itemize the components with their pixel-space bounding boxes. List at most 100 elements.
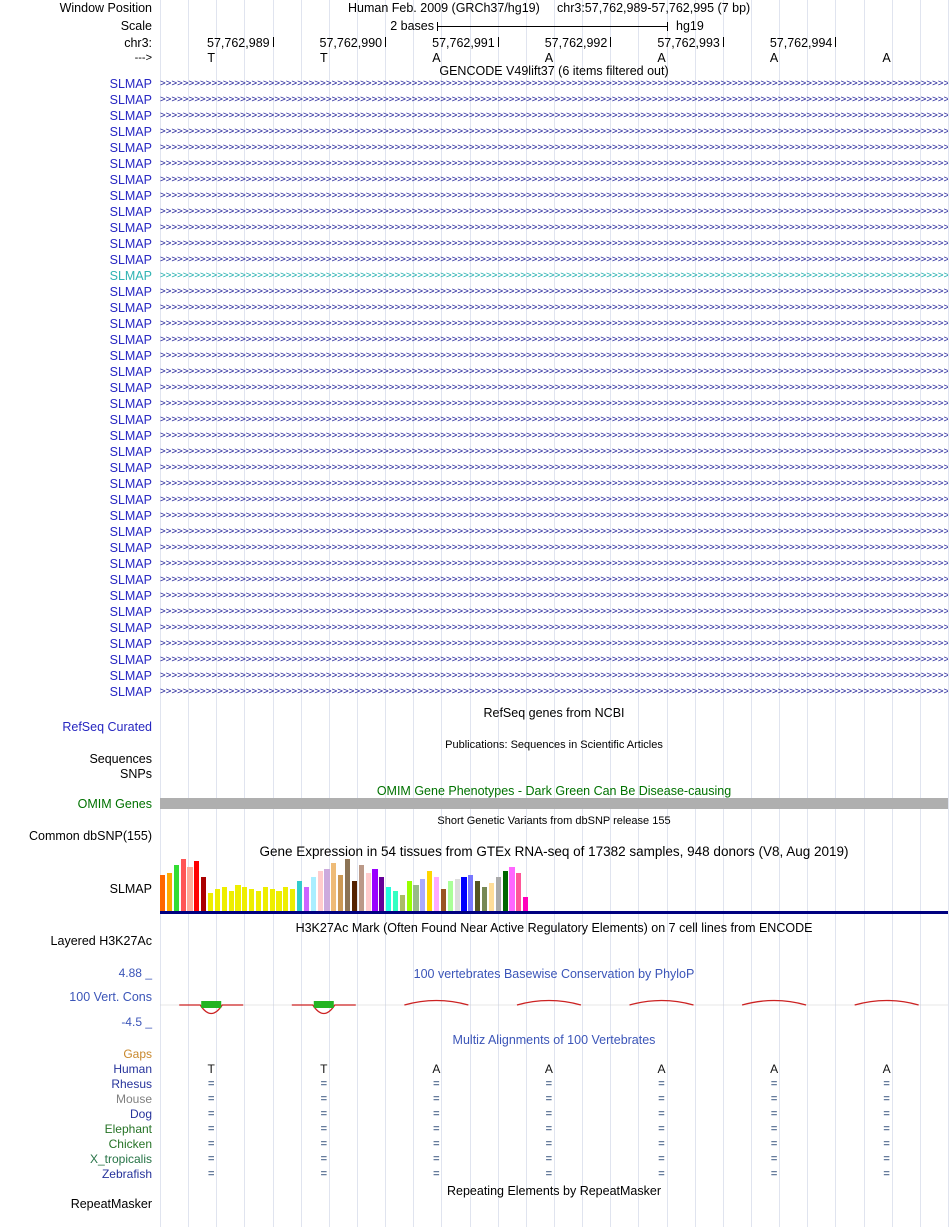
transcript-arrows[interactable]: >>>>>>>>>>>>>>>>>>>>>>>>>>>>>>>>>>>>>>>>… — [160, 446, 948, 457]
gencode-transcript-row[interactable]: SLMAP >>>>>>>>>>>>>>>>>>>>>>>>>>>>>>>>>>>… — [0, 220, 950, 236]
transcript-arrows[interactable]: >>>>>>>>>>>>>>>>>>>>>>>>>>>>>>>>>>>>>>>>… — [160, 558, 948, 569]
gencode-transcript-row[interactable]: SLMAP >>>>>>>>>>>>>>>>>>>>>>>>>>>>>>>>>>>… — [0, 156, 950, 172]
gtex-bar[interactable] — [297, 881, 303, 911]
transcript-arrows[interactable]: >>>>>>>>>>>>>>>>>>>>>>>>>>>>>>>>>>>>>>>>… — [160, 350, 948, 361]
alignment-row-chicken[interactable]: Chicken = = = = = = = — [0, 1137, 950, 1152]
gencode-transcript-row[interactable]: SLMAP >>>>>>>>>>>>>>>>>>>>>>>>>>>>>>>>>>>… — [0, 604, 950, 620]
gencode-transcript-row[interactable]: SLMAP >>>>>>>>>>>>>>>>>>>>>>>>>>>>>>>>>>>… — [0, 76, 950, 92]
gencode-transcript-row[interactable]: SLMAP >>>>>>>>>>>>>>>>>>>>>>>>>>>>>>>>>>>… — [0, 428, 950, 444]
transcript-arrows[interactable]: >>>>>>>>>>>>>>>>>>>>>>>>>>>>>>>>>>>>>>>>… — [160, 286, 948, 297]
gencode-transcript-row[interactable]: SLMAP >>>>>>>>>>>>>>>>>>>>>>>>>>>>>>>>>>>… — [0, 380, 950, 396]
transcript-arrows[interactable]: >>>>>>>>>>>>>>>>>>>>>>>>>>>>>>>>>>>>>>>>… — [160, 334, 948, 345]
transcript-arrows[interactable]: >>>>>>>>>>>>>>>>>>>>>>>>>>>>>>>>>>>>>>>>… — [160, 94, 948, 105]
phylop-track-title[interactable]: 100 vertebrates Basewise Conservation by… — [413, 967, 695, 981]
gencode-transcript-row[interactable]: SLMAP >>>>>>>>>>>>>>>>>>>>>>>>>>>>>>>>>>>… — [0, 300, 950, 316]
gencode-transcript-row[interactable]: SLMAP >>>>>>>>>>>>>>>>>>>>>>>>>>>>>>>>>>>… — [0, 236, 950, 252]
gencode-transcript-row[interactable]: SLMAP >>>>>>>>>>>>>>>>>>>>>>>>>>>>>>>>>>>… — [0, 348, 950, 364]
gencode-transcript-row[interactable]: SLMAP >>>>>>>>>>>>>>>>>>>>>>>>>>>>>>>>>>>… — [0, 268, 950, 284]
refseq-track-title[interactable]: RefSeq genes from NCBI — [483, 706, 625, 720]
gene-label[interactable]: SLMAP — [109, 445, 152, 459]
snps-label[interactable]: SNPs — [120, 767, 152, 781]
gene-label[interactable]: SLMAP — [109, 637, 152, 651]
alignment-row-elephant[interactable]: Elephant = = = = = = = — [0, 1122, 950, 1137]
gene-label[interactable]: SLMAP — [109, 541, 152, 555]
gtex-bar[interactable] — [207, 893, 214, 911]
omim-track-title[interactable]: OMIM Gene Phenotypes - Dark Green Can Be… — [376, 784, 732, 798]
gene-label[interactable]: SLMAP — [109, 381, 152, 395]
transcript-arrows[interactable]: >>>>>>>>>>>>>>>>>>>>>>>>>>>>>>>>>>>>>>>>… — [160, 142, 948, 153]
gencode-transcript-row[interactable]: SLMAP >>>>>>>>>>>>>>>>>>>>>>>>>>>>>>>>>>>… — [0, 684, 950, 700]
transcript-arrows[interactable]: >>>>>>>>>>>>>>>>>>>>>>>>>>>>>>>>>>>>>>>>… — [160, 254, 948, 265]
gtex-bar[interactable] — [221, 887, 227, 911]
gtex-bar[interactable] — [324, 869, 330, 911]
gencode-transcript-row[interactable]: SLMAP >>>>>>>>>>>>>>>>>>>>>>>>>>>>>>>>>>>… — [0, 364, 950, 380]
gencode-transcript-row[interactable]: SLMAP >>>>>>>>>>>>>>>>>>>>>>>>>>>>>>>>>>>… — [0, 204, 950, 220]
gene-label[interactable]: SLMAP — [109, 189, 152, 203]
transcript-arrows[interactable]: >>>>>>>>>>>>>>>>>>>>>>>>>>>>>>>>>>>>>>>>… — [160, 430, 948, 441]
gene-label[interactable]: SLMAP — [109, 605, 152, 619]
gene-label[interactable]: SLMAP — [109, 653, 152, 667]
gene-label[interactable]: SLMAP — [109, 173, 152, 187]
gtex-bar[interactable] — [406, 881, 412, 911]
transcript-arrows[interactable]: >>>>>>>>>>>>>>>>>>>>>>>>>>>>>>>>>>>>>>>>… — [160, 78, 948, 89]
transcript-arrows[interactable]: >>>>>>>>>>>>>>>>>>>>>>>>>>>>>>>>>>>>>>>>… — [160, 462, 948, 473]
gtex-bar[interactable] — [269, 889, 275, 911]
gtex-bar[interactable] — [392, 891, 399, 911]
gtex-bar[interactable] — [386, 887, 392, 911]
gene-label[interactable]: SLMAP — [109, 349, 152, 363]
transcript-arrows[interactable]: >>>>>>>>>>>>>>>>>>>>>>>>>>>>>>>>>>>>>>>>… — [160, 222, 948, 233]
gtex-bar[interactable] — [461, 877, 467, 911]
alignment-row-dog[interactable]: Dog = = = = = = = — [0, 1107, 950, 1122]
gene-label[interactable]: SLMAP — [109, 493, 152, 507]
gencode-transcript-row[interactable]: SLMAP >>>>>>>>>>>>>>>>>>>>>>>>>>>>>>>>>>>… — [0, 492, 950, 508]
gene-label[interactable]: SLMAP — [109, 221, 152, 235]
gtex-bar[interactable] — [516, 873, 522, 911]
transcript-arrows[interactable]: >>>>>>>>>>>>>>>>>>>>>>>>>>>>>>>>>>>>>>>>… — [160, 574, 948, 585]
gencode-transcript-row[interactable]: SLMAP >>>>>>>>>>>>>>>>>>>>>>>>>>>>>>>>>>>… — [0, 668, 950, 684]
gtex-bar[interactable] — [214, 889, 220, 911]
alignment-row-zebrafish[interactable]: Zebrafish = = = = = = = — [0, 1167, 950, 1182]
gtex-bar[interactable] — [201, 877, 207, 911]
gtex-bar[interactable] — [262, 887, 268, 911]
transcript-arrows[interactable]: >>>>>>>>>>>>>>>>>>>>>>>>>>>>>>>>>>>>>>>>… — [160, 302, 948, 313]
transcript-arrows[interactable]: >>>>>>>>>>>>>>>>>>>>>>>>>>>>>>>>>>>>>>>>… — [160, 590, 948, 601]
gtex-bar[interactable] — [379, 877, 385, 911]
gtex-bar[interactable] — [420, 879, 426, 911]
gencode-transcript-row[interactable]: SLMAP >>>>>>>>>>>>>>>>>>>>>>>>>>>>>>>>>>>… — [0, 524, 950, 540]
gene-label[interactable]: SLMAP — [109, 509, 152, 523]
refseq-curated-label[interactable]: RefSeq Curated — [62, 720, 152, 734]
gtex-bar[interactable] — [242, 887, 248, 911]
gene-label[interactable]: SLMAP — [109, 317, 152, 331]
multiz-track-title[interactable]: Multiz Alignments of 100 Vertebrates — [452, 1033, 656, 1047]
gtex-bar[interactable] — [495, 877, 501, 911]
gene-label[interactable]: SLMAP — [109, 141, 152, 155]
gtex-bar[interactable] — [228, 891, 234, 911]
gtex-bar[interactable] — [338, 875, 344, 911]
gtex-bar[interactable] — [249, 889, 255, 911]
repeatmasker-track-label[interactable]: RepeatMasker — [70, 1197, 152, 1211]
gencode-transcript-row[interactable]: SLMAP >>>>>>>>>>>>>>>>>>>>>>>>>>>>>>>>>>>… — [0, 412, 950, 428]
gtex-bar[interactable] — [447, 881, 453, 911]
gencode-track-title[interactable]: GENCODE V49lift37 (6 items filtered out) — [439, 64, 669, 78]
gene-label[interactable]: SLMAP — [109, 557, 152, 571]
gene-label[interactable]: SLMAP — [109, 589, 152, 603]
gtex-bar[interactable] — [488, 883, 494, 911]
gencode-transcript-row[interactable]: SLMAP >>>>>>>>>>>>>>>>>>>>>>>>>>>>>>>>>>>… — [0, 316, 950, 332]
transcript-arrows[interactable]: >>>>>>>>>>>>>>>>>>>>>>>>>>>>>>>>>>>>>>>>… — [160, 270, 948, 281]
gene-label[interactable]: SLMAP — [109, 285, 152, 299]
gene-label[interactable]: SLMAP — [109, 365, 152, 379]
gtex-bar[interactable] — [290, 889, 296, 911]
transcript-arrows[interactable]: >>>>>>>>>>>>>>>>>>>>>>>>>>>>>>>>>>>>>>>>… — [160, 174, 948, 185]
gtex-bar[interactable] — [344, 859, 351, 911]
transcript-arrows[interactable]: >>>>>>>>>>>>>>>>>>>>>>>>>>>>>>>>>>>>>>>>… — [160, 398, 948, 409]
transcript-arrows[interactable]: >>>>>>>>>>>>>>>>>>>>>>>>>>>>>>>>>>>>>>>>… — [160, 126, 948, 137]
transcript-arrows[interactable]: >>>>>>>>>>>>>>>>>>>>>>>>>>>>>>>>>>>>>>>>… — [160, 206, 948, 217]
alignment-row-mouse[interactable]: Mouse = = = = = = = — [0, 1092, 950, 1107]
gtex-bar[interactable] — [331, 863, 337, 911]
gtex-bar[interactable] — [434, 877, 440, 911]
gene-label[interactable]: SLMAP — [109, 77, 152, 91]
gtex-bar[interactable] — [399, 895, 405, 911]
gtex-bar[interactable] — [475, 881, 481, 911]
gtex-bar[interactable] — [509, 867, 515, 911]
gencode-transcript-row[interactable]: SLMAP >>>>>>>>>>>>>>>>>>>>>>>>>>>>>>>>>>>… — [0, 476, 950, 492]
